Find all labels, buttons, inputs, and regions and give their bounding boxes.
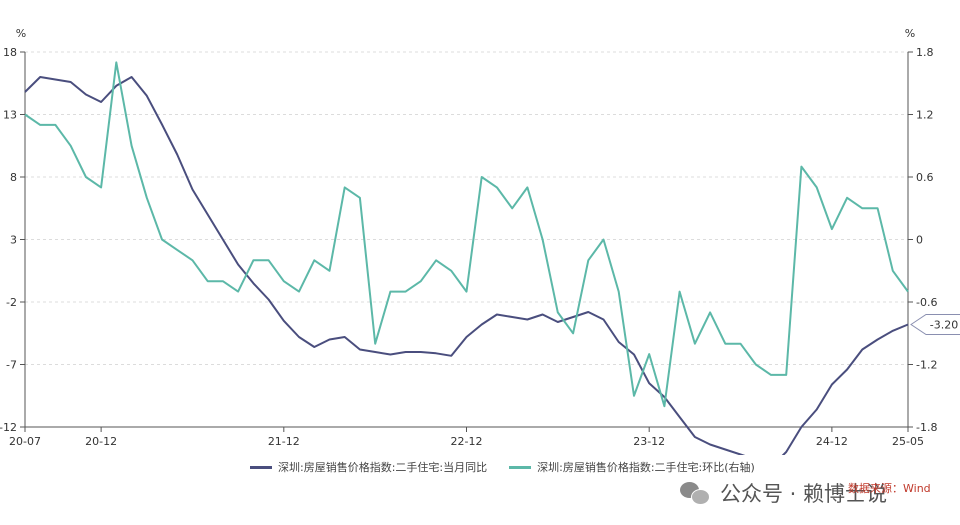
legend-swatch-mom [509, 465, 532, 469]
grid-lines [25, 51, 908, 365]
right-tick-label: 1.8 [916, 46, 934, 59]
left-tick-label: 8 [10, 171, 17, 184]
x-tick-label: 25-05 [892, 435, 924, 448]
right-tick-label: 0.6 [916, 171, 934, 184]
end-value-label: -3.20 [930, 319, 958, 332]
left-tick-label: 13 [3, 109, 17, 122]
annotations: -3.20 [910, 314, 960, 335]
legend-label-yoy: 深圳:房屋销售价格指数:二手住宅:当月同比 [278, 461, 488, 474]
axes [20, 51, 913, 432]
left-tick-label: -7 [6, 359, 17, 372]
series-lines [24, 61, 909, 455]
legend-swatch-yoy [250, 465, 272, 469]
x-tick-label: 23-12 [633, 435, 665, 448]
legend-item-yoy[interactable]: 深圳:房屋销售价格指数:二手住宅:当月同比 [250, 459, 487, 475]
right-tick-label: 1.2 [916, 109, 934, 122]
x-tick-label: 20-07 [9, 435, 41, 448]
right-tick-label: -1.2 [916, 359, 937, 372]
series-line-yoy [24, 76, 909, 455]
watermark: 公众号 · 赖博士说 [680, 478, 887, 508]
legend-label-mom: 深圳:房屋销售价格指数:二手住宅:环比(右轴) [537, 461, 755, 474]
right-tick-label: 0 [916, 234, 923, 247]
right-axis-unit: % [905, 27, 915, 40]
left-axis-unit: % [16, 27, 26, 40]
x-tick-label: 20-12 [85, 435, 117, 448]
left-tick-label: -12 [0, 421, 17, 434]
end-value-callout [910, 314, 960, 335]
legend: 深圳:房屋销售价格指数:二手住宅:当月同比 深圳:房屋销售价格指数:二手住宅:环… [250, 459, 777, 475]
wechat-icon [680, 480, 710, 506]
left-tick-label: 18 [3, 46, 17, 59]
right-tick-label: -0.6 [916, 296, 937, 309]
series-line-mom [24, 61, 909, 408]
x-tick-label: 24-12 [816, 435, 848, 448]
tick-labels: 18 1.8 13 1.2 8 0.6 3 0 -2 -0.6 -7 -1.2 -12 -1.8% % 20-… [0, 27, 937, 448]
right-tick-label: -1.8 [916, 421, 937, 434]
watermark-text: 公众号 · 赖博士说 [720, 482, 888, 506]
x-tick-label: 21-12 [268, 435, 300, 448]
left-tick-label: 3 [10, 234, 17, 247]
left-tick-label: -2 [6, 296, 17, 309]
x-tick-label: 22-12 [451, 435, 483, 448]
legend-item-mom[interactable]: 深圳:房屋销售价格指数:二手住宅:环比(右轴) [509, 459, 755, 475]
source-note: 数据来源：Wind [848, 482, 931, 495]
line-chart: 18 1.8 13 1.2 8 0.6 3 0 -2 -0.6 -7 -1.2 -12 -1.8% % 20-… [0, 27, 960, 455]
